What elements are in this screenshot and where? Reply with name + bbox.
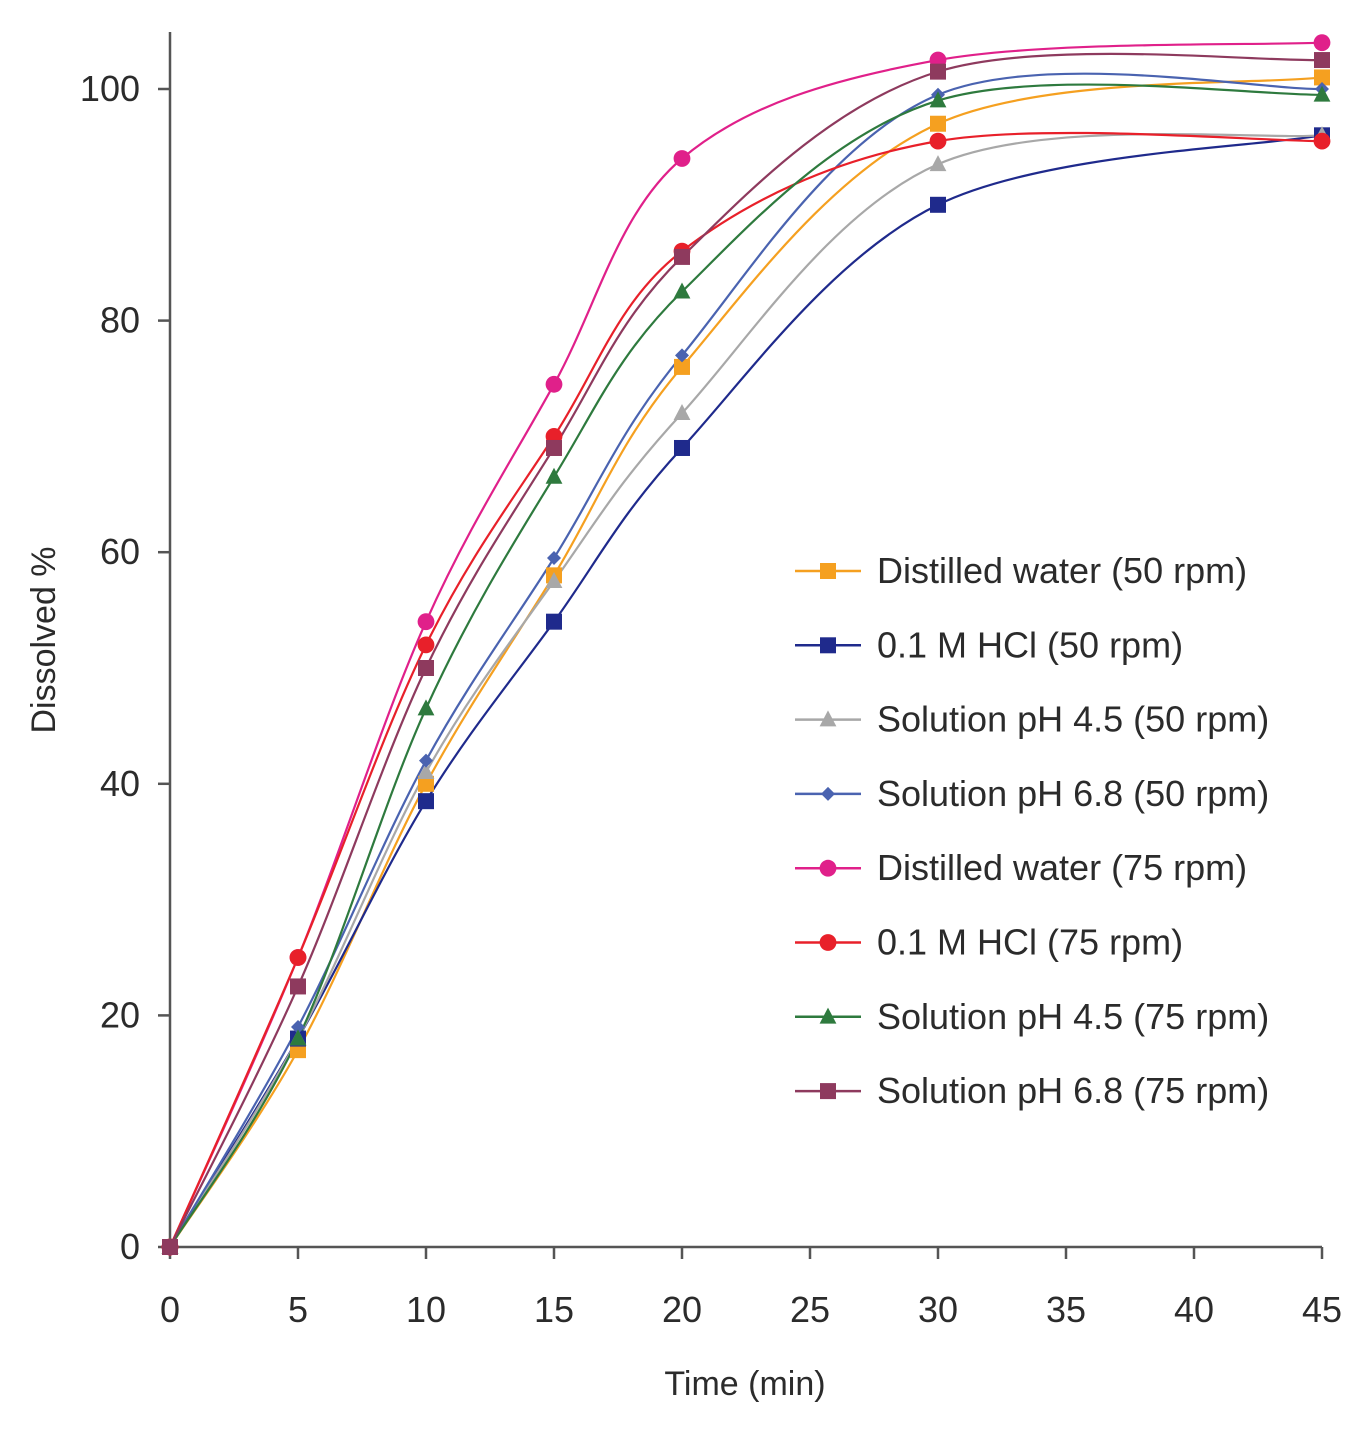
x-tick-label: 45 (1302, 1289, 1342, 1330)
legend: Distilled water (50 rpm) 0.1 M HCl (50 rp… (795, 550, 1269, 1111)
y-tick-label: 40 (100, 763, 140, 804)
legend-label: Distilled water (75 rpm) (877, 847, 1247, 888)
y-tick-label: 60 (100, 531, 140, 572)
legend-swatch-marker (819, 859, 837, 877)
legend-label: Solution pH 6.8 (75 rpm) (877, 1070, 1269, 1111)
data-point (418, 660, 434, 676)
data-point (289, 1029, 307, 1046)
series-markers (161, 34, 1331, 1256)
legend-item: 0.1 M HCl (50 rpm) (795, 624, 1183, 665)
data-point (291, 1019, 305, 1034)
x-tick-label: 25 (790, 1289, 830, 1330)
data-point (546, 613, 562, 630)
data-point (418, 775, 434, 792)
legend-label: 0.1 M HCl (50 rpm) (877, 624, 1183, 665)
x-tick-label: 35 (1046, 1289, 1086, 1330)
data-point (930, 196, 946, 213)
data-point (673, 404, 691, 421)
legend-swatch-marker (820, 1083, 836, 1100)
data-point (1314, 52, 1330, 69)
legend-item: Distilled water (50 rpm) (795, 550, 1247, 591)
data-point (1313, 85, 1331, 102)
data-point (930, 63, 946, 80)
data-point (674, 358, 690, 375)
data-point (674, 248, 690, 265)
y-tick-label: 20 (100, 994, 140, 1035)
data-point (1313, 34, 1331, 52)
data-point (547, 550, 561, 565)
data-point (545, 571, 563, 588)
legend-swatch-marker (820, 637, 836, 654)
data-point (1314, 69, 1330, 86)
x-tick-label: 15 (534, 1289, 574, 1330)
data-point (545, 467, 563, 484)
legend-label: Solution pH 6.8 (50 rpm) (877, 773, 1269, 814)
data-point (417, 763, 435, 780)
legend-item: Solution pH 6.8 (50 rpm) (795, 773, 1269, 814)
data-point (675, 348, 689, 363)
x-tick-label: 30 (918, 1289, 958, 1330)
legend-swatch-marker (819, 710, 837, 727)
legend-label: Solution pH 4.5 (75 rpm) (877, 996, 1269, 1037)
x-tick-label: 20 (662, 1289, 702, 1330)
data-point (162, 1239, 178, 1255)
data-point (417, 636, 435, 654)
legend-swatch-marker (819, 1007, 837, 1024)
legend-item: Solution pH 6.8 (75 rpm) (795, 1070, 1269, 1111)
data-point (673, 150, 691, 167)
series-line (169, 72, 1323, 1248)
data-point (545, 375, 563, 393)
legend-item: Solution pH 4.5 (75 rpm) (795, 996, 1269, 1037)
data-point (418, 793, 434, 810)
axes: 0 20 40 60 80 100 0 5 10 15 20 25 30 35 40 45 (80, 32, 1342, 1330)
y-tick-label: 0 (120, 1226, 140, 1267)
x-tick-label: 5 (288, 1289, 308, 1330)
legend-item: 0.1 M HCl (75 rpm) (795, 922, 1183, 963)
legend-item: Distilled water (75 rpm) (795, 847, 1247, 888)
y-tick-label: 80 (100, 300, 140, 341)
data-point (930, 115, 946, 132)
legend-label: Solution pH 4.5 (50 rpm) (877, 699, 1269, 740)
data-point (417, 613, 435, 631)
data-point (929, 155, 947, 172)
legend-label: 0.1 M HCl (75 rpm) (877, 922, 1183, 963)
data-point (546, 439, 562, 456)
data-point (673, 282, 691, 299)
legend-swatch-marker (820, 563, 836, 579)
data-point (290, 978, 306, 995)
data-point (419, 753, 433, 768)
legend-label: Distilled water (50 rpm) (877, 550, 1247, 591)
x-tick-label: 0 (160, 1289, 180, 1330)
data-point (1313, 132, 1331, 150)
data-point (929, 91, 947, 108)
legend-swatch-marker (821, 786, 835, 801)
x-tick-label: 40 (1174, 1289, 1214, 1330)
legend-item: Solution pH 4.5 (50 rpm) (795, 699, 1269, 740)
data-point (417, 699, 435, 716)
data-point (929, 132, 947, 150)
legend-swatch-marker (819, 934, 837, 951)
data-point (289, 949, 307, 966)
y-tick-label: 100 (80, 68, 140, 109)
x-axis-title: Time (min) (664, 1365, 825, 1403)
x-tick-label: 10 (406, 1289, 446, 1330)
data-point (674, 439, 690, 456)
y-axis-title: Dissolved % (25, 546, 63, 733)
